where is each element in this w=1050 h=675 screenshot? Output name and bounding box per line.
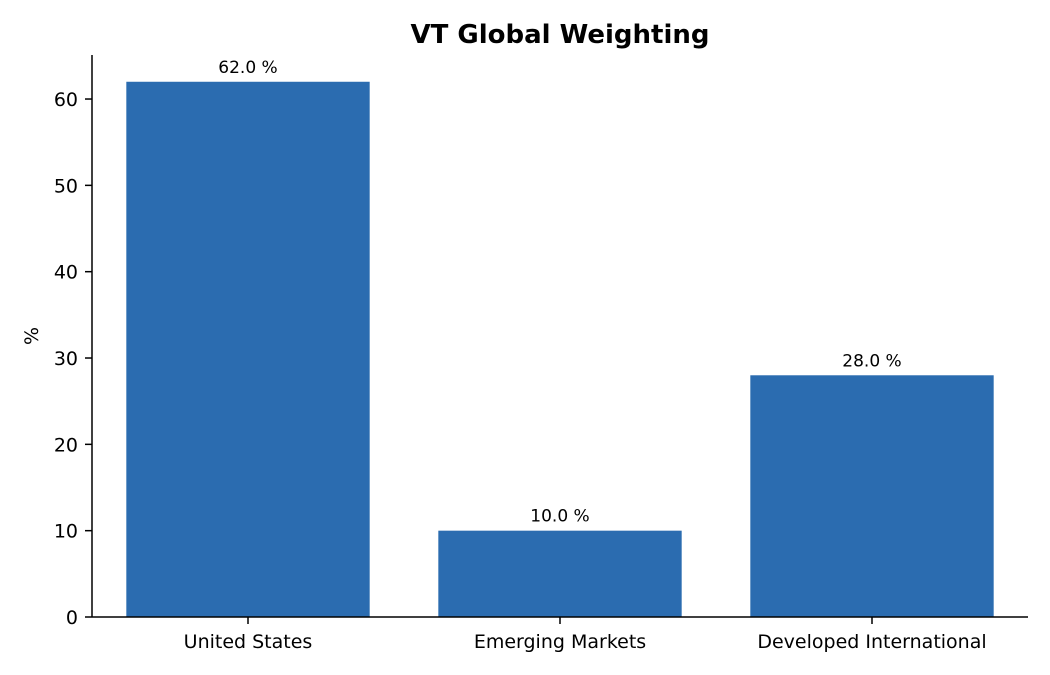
data-label: 62.0 % (218, 58, 277, 78)
data-labels-layer: 62.0 % 10.0 % 28.0 % (218, 58, 901, 527)
bar-emerging-markets (438, 530, 682, 617)
y-tick-label: 10 (54, 521, 78, 543)
bar-united-states (126, 81, 370, 617)
y-axis-label: % (21, 327, 43, 345)
x-tick-label: Emerging Markets (474, 631, 646, 653)
x-tick-label: United States (184, 631, 313, 653)
y-tick-label: 60 (54, 89, 78, 111)
y-tick-label: 0 (66, 607, 78, 629)
data-label: 10.0 % (530, 507, 589, 527)
x-axis: United States Emerging Markets Developed I… (92, 616, 1028, 653)
data-label: 28.0 % (842, 351, 901, 371)
y-tick-label: 40 (54, 262, 78, 284)
bar-developed-international (750, 375, 994, 617)
chart-title: VT Global Weighting (410, 20, 709, 50)
y-tick-label: 20 (54, 434, 78, 456)
y-tick-label: 50 (54, 175, 78, 197)
bars-layer (126, 81, 994, 617)
y-axis: 0 10 20 30 40 50 60 (54, 55, 93, 629)
x-tick-label: Developed International (757, 631, 986, 653)
y-tick-label: 30 (54, 348, 78, 370)
